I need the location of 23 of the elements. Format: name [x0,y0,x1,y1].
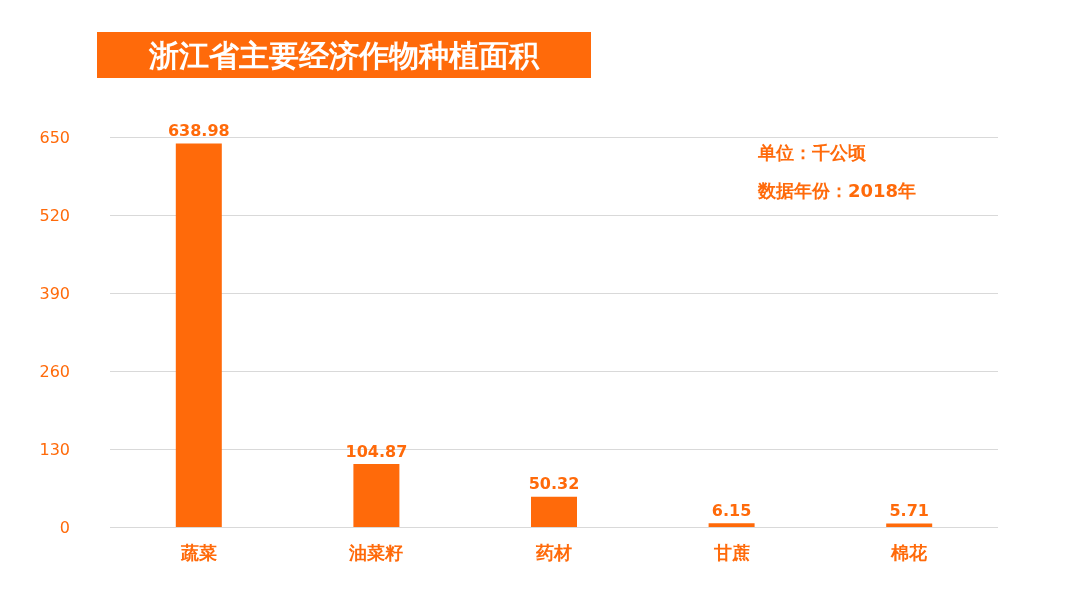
x-tick-label: 蔬菜 [179,541,217,563]
annotation: 数据年份：2018年 [757,179,917,201]
x-tick-label: 棉花 [890,541,929,563]
bar [531,496,577,527]
y-tick-label: 520 [39,205,70,225]
chart-title: 浙江省主要经济作物种植面积 [148,37,540,73]
x-tick-label: 药材 [535,541,572,563]
data-label: 104.87 [345,441,408,461]
y-tick-label: 390 [39,283,70,303]
x-tick-label: 甘蔗 [712,541,750,563]
annotation: 单位：千公顷 [757,141,866,163]
data-label: 5.71 [889,501,929,521]
x-tick-label: 油菜籽 [348,541,404,563]
bar [175,143,222,527]
bar [708,523,755,527]
y-tick-label: 650 [39,127,70,147]
data-label: 6.15 [711,500,752,520]
y-tick-label: 130 [39,439,70,459]
bar [353,464,400,527]
y-tick-label: 0 [59,517,70,537]
data-label: 638.98 [167,121,230,141]
y-tick-label: 260 [39,361,70,381]
data-label: 50.32 [528,474,580,494]
